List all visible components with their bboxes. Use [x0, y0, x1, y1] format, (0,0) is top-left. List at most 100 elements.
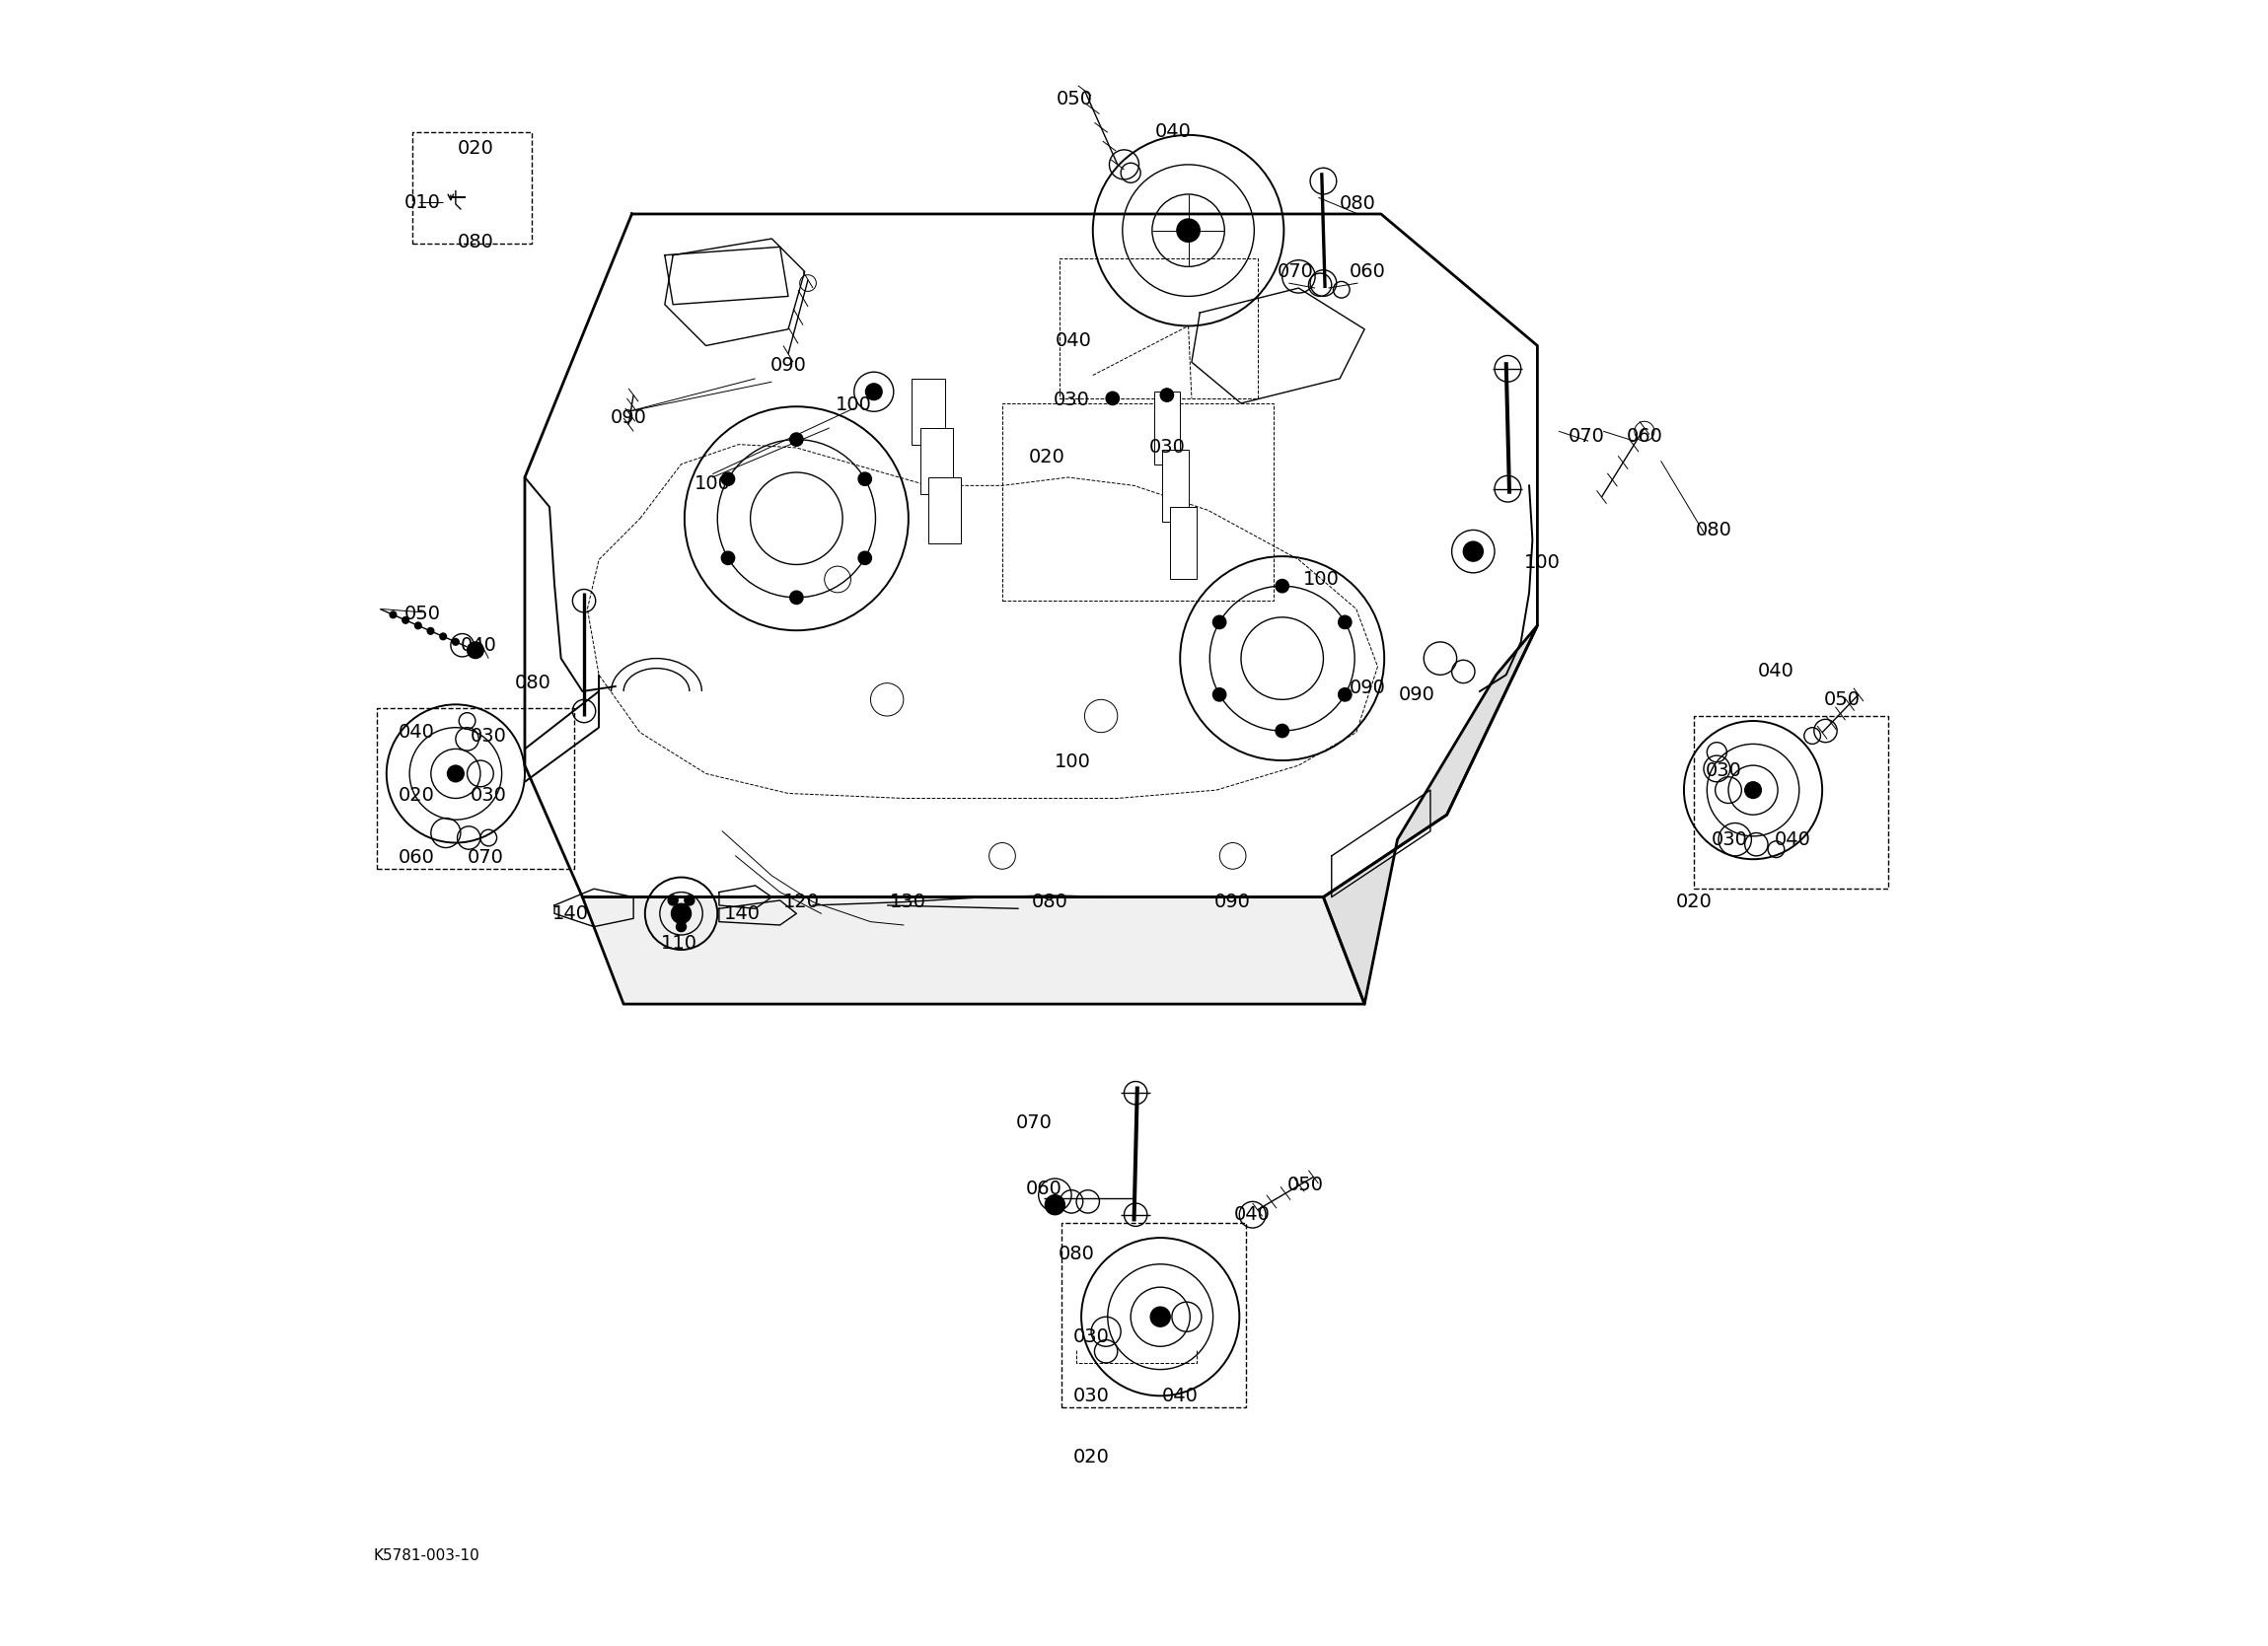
Text: 080: 080 [1696, 520, 1733, 540]
Circle shape [1177, 219, 1200, 242]
Text: 030: 030 [1052, 390, 1089, 410]
Circle shape [789, 433, 803, 446]
Bar [921, 428, 953, 494]
Bar [1059, 258, 1256, 398]
Circle shape [1150, 1307, 1170, 1327]
Text: 040: 040 [1154, 122, 1191, 142]
Text: 080: 080 [458, 232, 494, 252]
Text: 090: 090 [1349, 678, 1386, 698]
Text: 080: 080 [1059, 1244, 1095, 1264]
Text: 030: 030 [1706, 760, 1742, 780]
Text: 070: 070 [1569, 426, 1606, 446]
Text: 020: 020 [1676, 892, 1712, 912]
Polygon shape [583, 897, 1365, 1004]
Circle shape [451, 639, 458, 645]
Circle shape [721, 472, 735, 486]
Text: 060: 060 [1349, 262, 1386, 281]
Circle shape [669, 895, 678, 905]
Text: 100: 100 [1304, 570, 1340, 589]
Text: 140: 140 [553, 904, 590, 923]
Text: 130: 130 [889, 892, 928, 912]
Text: 030: 030 [469, 726, 506, 746]
Bar [928, 477, 962, 543]
Circle shape [1213, 616, 1227, 629]
Circle shape [857, 472, 871, 486]
Circle shape [426, 627, 433, 634]
Polygon shape [1322, 625, 1538, 1004]
Text: 060: 060 [1025, 1179, 1061, 1198]
Text: 060: 060 [397, 848, 433, 867]
Circle shape [467, 642, 483, 658]
Text: 080: 080 [515, 673, 551, 693]
Text: 030: 030 [1148, 438, 1186, 458]
Circle shape [1107, 392, 1118, 405]
Circle shape [401, 617, 408, 624]
Text: 110: 110 [662, 933, 699, 953]
Text: 040: 040 [1774, 830, 1810, 849]
Circle shape [676, 922, 687, 932]
Bar [1694, 716, 1887, 889]
Text: 100: 100 [1055, 752, 1091, 772]
Bar [413, 132, 531, 244]
Text: 100: 100 [837, 395, 873, 415]
Text: 010: 010 [404, 193, 440, 212]
Bar [1170, 507, 1198, 579]
Circle shape [866, 384, 882, 400]
Bar [912, 379, 946, 444]
Circle shape [1213, 688, 1227, 701]
Circle shape [1275, 724, 1288, 737]
Text: 030: 030 [1073, 1386, 1109, 1406]
Text: 080: 080 [1340, 194, 1377, 214]
Bar [1002, 403, 1275, 601]
Text: 090: 090 [610, 408, 646, 428]
Bar [376, 708, 574, 869]
Text: 070: 070 [1277, 262, 1313, 281]
Circle shape [685, 895, 694, 905]
Circle shape [447, 765, 465, 782]
Circle shape [440, 634, 447, 640]
Text: 070: 070 [467, 848, 503, 867]
Text: 090: 090 [1216, 892, 1252, 912]
Circle shape [1338, 688, 1352, 701]
Text: 140: 140 [723, 904, 760, 923]
Text: 030: 030 [1712, 830, 1749, 849]
Text: 050: 050 [1823, 690, 1860, 709]
Text: 100: 100 [694, 474, 730, 494]
Text: 050: 050 [1286, 1175, 1325, 1195]
Text: 020: 020 [397, 785, 433, 805]
Polygon shape [524, 214, 1538, 897]
Circle shape [390, 611, 397, 617]
Text: 040: 040 [1758, 662, 1794, 681]
Circle shape [857, 551, 871, 565]
Text: 020: 020 [1073, 1447, 1109, 1467]
Circle shape [1046, 1195, 1066, 1215]
Text: 020: 020 [1030, 448, 1066, 467]
Text: 090: 090 [1399, 685, 1436, 704]
Text: 060: 060 [1626, 426, 1662, 446]
Circle shape [721, 551, 735, 565]
Text: 040: 040 [397, 723, 433, 742]
Bar [1161, 449, 1188, 522]
Text: 050: 050 [1057, 89, 1093, 109]
Circle shape [415, 622, 422, 629]
Circle shape [1275, 579, 1288, 593]
Circle shape [1338, 616, 1352, 629]
Text: 040: 040 [1161, 1386, 1198, 1406]
Text: 050: 050 [404, 604, 440, 624]
Text: 040: 040 [1055, 331, 1091, 351]
Bar [1061, 1223, 1245, 1407]
Text: 120: 120 [782, 892, 819, 912]
Circle shape [1463, 542, 1483, 561]
Text: 090: 090 [771, 356, 807, 375]
Circle shape [789, 591, 803, 604]
Text: 100: 100 [1524, 553, 1560, 573]
Text: 020: 020 [458, 138, 494, 158]
Bar [1154, 392, 1179, 464]
Text: 040: 040 [1234, 1205, 1270, 1225]
Text: 080: 080 [1032, 892, 1068, 912]
Text: 030: 030 [1073, 1327, 1109, 1346]
Text: K5781-003-10: K5781-003-10 [374, 1549, 479, 1562]
Text: 070: 070 [1016, 1113, 1052, 1132]
Circle shape [671, 904, 692, 923]
Text: 040: 040 [460, 635, 497, 655]
